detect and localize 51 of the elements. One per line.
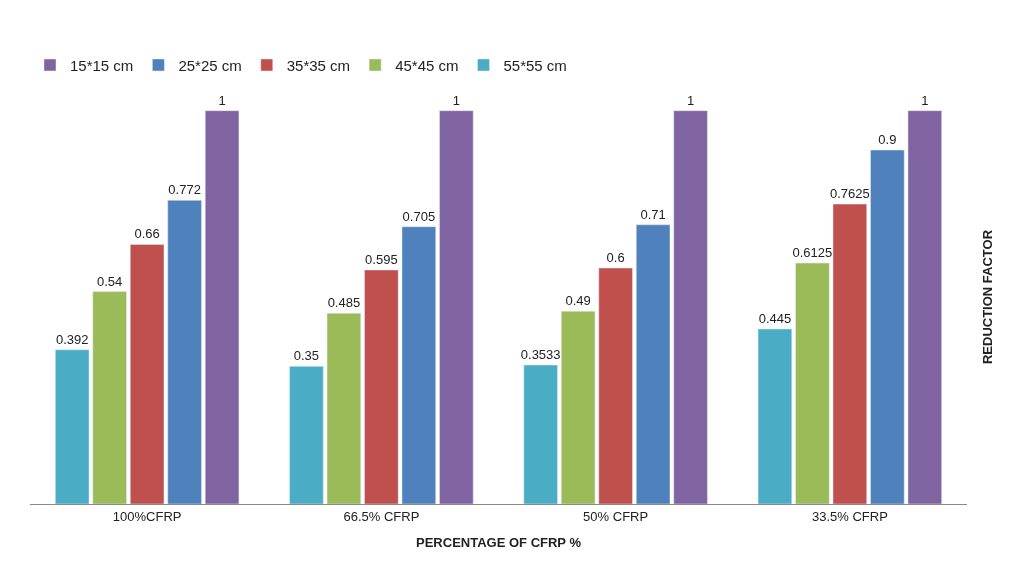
bar — [130, 244, 165, 504]
data-label: 0.7625 — [829, 186, 870, 202]
bar — [757, 328, 793, 504]
data-label: 1 — [218, 92, 226, 108]
bar — [401, 226, 436, 504]
bar — [832, 203, 867, 504]
data-label: 0.445 — [758, 310, 792, 326]
data-label: 0.6 — [606, 250, 625, 266]
legend-label: 25*25 cm — [178, 56, 242, 74]
bar — [907, 110, 942, 504]
legend-label: 15*15 cm — [70, 56, 134, 74]
data-label: 0.35 — [293, 348, 320, 364]
x-tick-label: 66.5% CFRP — [343, 508, 420, 524]
data-label: 1 — [452, 92, 460, 108]
bar — [326, 313, 362, 504]
data-label: 0.54 — [96, 273, 123, 289]
data-label: 0.705 — [402, 208, 436, 224]
data-label: 0.9 — [878, 132, 897, 148]
bar — [795, 262, 830, 504]
bar — [635, 224, 671, 504]
bar — [870, 149, 905, 504]
data-label: 1 — [686, 92, 695, 108]
bar — [364, 269, 399, 504]
data-label: 0.485 — [327, 295, 361, 311]
y-axis-title: REDUCTION FACTOR — [979, 229, 995, 365]
x-tick-label: 33.5% CFRP — [811, 508, 888, 524]
data-label: 0.66 — [134, 226, 160, 242]
data-label: 0.772 — [168, 182, 201, 198]
bar — [523, 364, 558, 504]
data-label: 0.392 — [55, 331, 89, 347]
legend-label: 45*45 cm — [395, 56, 459, 74]
bar — [673, 110, 708, 504]
bar — [598, 267, 633, 504]
bar — [289, 366, 324, 504]
x-tick-label: 50% CFRP — [583, 508, 649, 524]
bar — [167, 200, 202, 504]
bar — [55, 349, 90, 504]
data-label: 0.595 — [365, 251, 398, 267]
legend-label: 55*55 cm — [503, 56, 567, 74]
bar — [204, 110, 240, 504]
data-label: 0.49 — [565, 293, 591, 309]
bar — [92, 291, 127, 504]
data-label: 0.3533 — [520, 347, 561, 363]
legend-label: 35*35 cm — [286, 56, 351, 74]
data-label: 0.6125 — [792, 245, 833, 261]
x-tick-label: 100%CFRP — [112, 508, 182, 524]
bar — [439, 110, 474, 504]
data-label: 0.71 — [640, 206, 666, 222]
data-label: 1 — [921, 92, 929, 108]
bar — [561, 311, 596, 504]
x-axis-title: PERCENTAGE OF CFRP % — [416, 535, 582, 551]
